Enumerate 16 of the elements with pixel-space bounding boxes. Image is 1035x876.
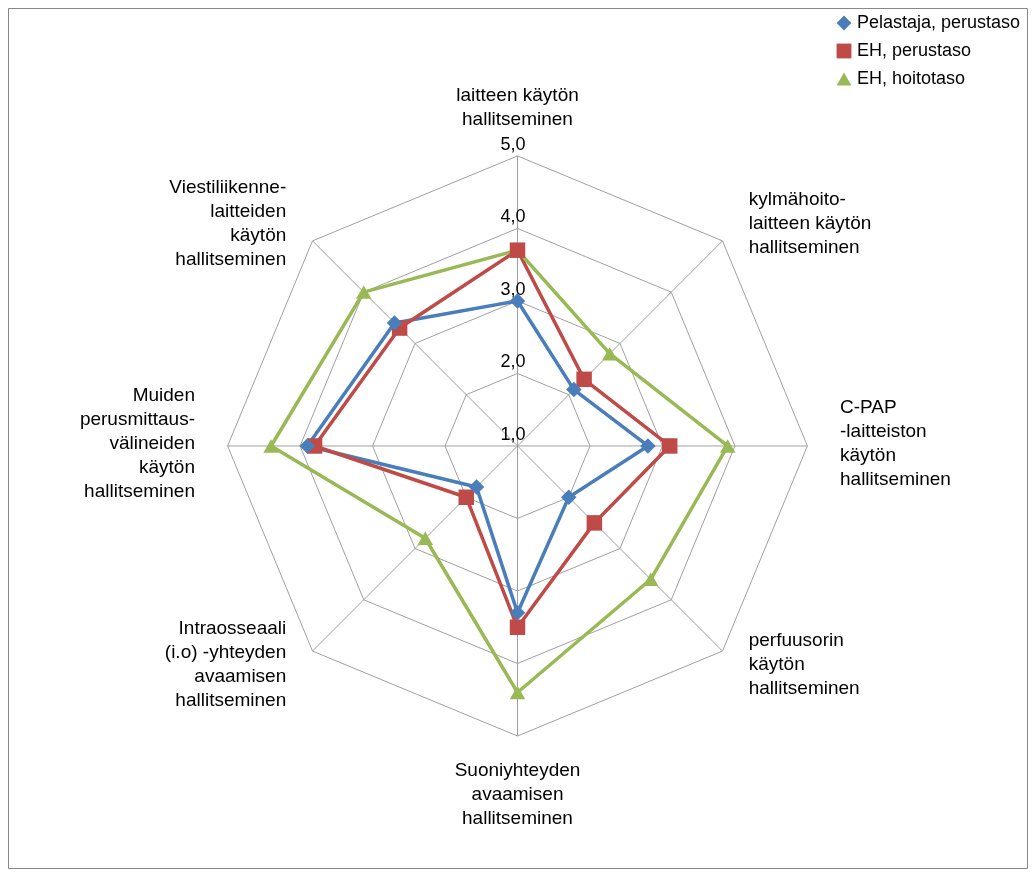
spoke-label: Suoniyhteyden avaamisen hallitseminen [454, 759, 581, 829]
y-tick-label: 1,0 [500, 423, 526, 444]
legend-label: EH, hoitotaso [857, 68, 966, 88]
legend-label: EH, perustaso [857, 40, 972, 60]
y-tick-label: 5,0 [500, 133, 526, 154]
spoke-label: Viestiliikenne-laitteiden käytön hallitseminen [169, 175, 287, 269]
spoke-label: Muiden perusmittaus-välineiden käytön hallitseminen [79, 384, 195, 502]
y-tick-label: 4,0 [500, 206, 526, 227]
legend-label: Pelastaja, perustaso [857, 12, 1021, 32]
spoke-label: laitteen käytön hallitseminen [456, 84, 579, 130]
spoke-label: kylmähoito-laitteen käytön hallitseminen [748, 187, 872, 257]
spoke-label: C-PAP -laitteiston käytön hallitseminen [840, 396, 951, 490]
y-tick-label: 2,0 [500, 351, 526, 372]
spoke-label: Intraosseaali (i.o) -yhteyden avaamisen hallitseminen [164, 616, 287, 710]
y-tick-label: 3,0 [500, 278, 526, 299]
spoke-label: perfuusorin käytön hallitseminen [748, 628, 860, 698]
